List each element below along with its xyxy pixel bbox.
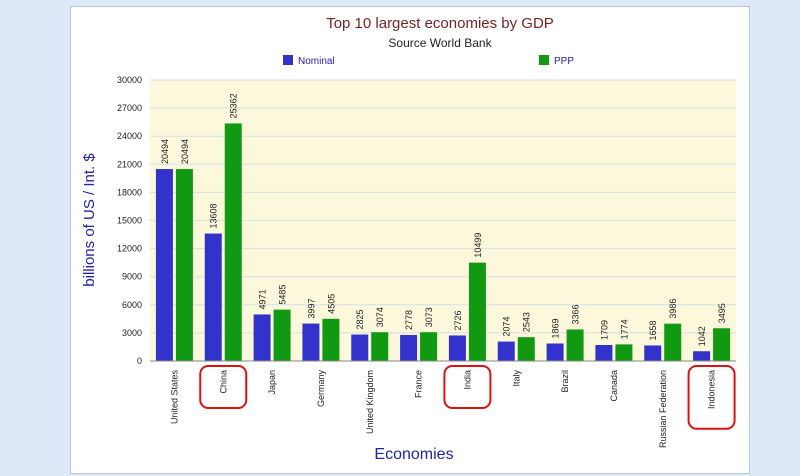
bar-ppp-germany [322, 318, 340, 361]
legend: Nominal PPP [283, 55, 574, 67]
x-tick-label: United States [169, 370, 179, 425]
bar-nominal-india [448, 335, 466, 361]
bar-ppp-italy [517, 337, 535, 361]
x-tick-label: Japan [267, 370, 277, 395]
y-tick-label: 27000 [117, 103, 142, 113]
data-label: 5485 [278, 285, 288, 305]
highlight-box-indonesia [687, 365, 736, 430]
data-label: 1774 [619, 319, 629, 339]
highlight-boxes [199, 365, 736, 430]
x-tick-label: Indonesia [707, 370, 717, 409]
y-tick-label: 21000 [117, 159, 142, 169]
chart-subtitle: Source World Bank [388, 36, 492, 50]
data-label: 3366 [571, 304, 581, 324]
data-label: 1709 [599, 320, 609, 340]
bar-nominal-japan [253, 314, 271, 361]
bar-ppp-russian-federation [664, 323, 682, 361]
chart-title: Top 10 largest economies by GDP [326, 15, 554, 32]
y-tick-label: 12000 [117, 244, 142, 254]
data-label: 1869 [551, 318, 561, 338]
data-label: 1042 [697, 326, 707, 346]
legend-swatch-ppp [539, 55, 549, 65]
bar-nominal-italy [497, 341, 515, 361]
bar-ppp-india [468, 262, 486, 361]
y-axis-ticks: 0 3000 6000 9000 12000 15000 18000 21000 24000 27… [117, 75, 142, 366]
data-label: 3074 [375, 307, 385, 327]
y-tick-label: 30000 [117, 75, 142, 85]
bar-ppp-united-kingdom [371, 332, 389, 361]
data-label: 2778 [404, 310, 414, 330]
data-label: 1658 [648, 320, 658, 340]
data-label: 4971 [258, 289, 268, 309]
legend-label-ppp: PPP [554, 56, 574, 67]
x-tick-label: United Kingdom [365, 370, 375, 434]
data-label: 13608 [209, 204, 219, 229]
bar-nominal-russian-federation [644, 345, 662, 361]
bar-nominal-brazil [546, 343, 564, 361]
y-tick-label: 15000 [117, 216, 142, 226]
x-tick-label: France [414, 370, 424, 398]
y-axis-title: billions of US / Int. $ [81, 153, 98, 287]
data-label: 20494 [160, 139, 170, 164]
data-label: 2543 [522, 312, 532, 332]
x-tick-label: China [218, 370, 228, 394]
data-label: 25362 [229, 93, 239, 118]
x-tick-label: India [462, 370, 472, 390]
bar-ppp-japan [273, 309, 291, 361]
y-tick-label: 6000 [122, 300, 142, 310]
bar-nominal-france [400, 334, 418, 361]
x-tick-label: Canada [609, 370, 619, 402]
data-label: 3495 [717, 303, 727, 323]
bar-nominal-indonesia [693, 351, 711, 361]
bar-ppp-indonesia [713, 328, 731, 361]
bar-nominal-united-kingdom [351, 334, 369, 361]
gridlines [150, 79, 736, 334]
x-tick-label: Brazil [560, 370, 570, 393]
data-label: 4505 [326, 294, 336, 314]
bar-nominal-germany [302, 323, 320, 361]
bar-ppp-france [420, 332, 438, 361]
data-label: 3986 [668, 299, 678, 319]
x-axis-title: Economies [374, 446, 453, 463]
y-tick-label: 3000 [122, 328, 142, 338]
data-label: 2074 [502, 317, 512, 337]
legend-swatch-nominal [283, 55, 293, 65]
x-tick-label: Italy [511, 370, 521, 387]
bar-ppp-china [224, 123, 242, 361]
bar-nominal-canada [595, 344, 613, 361]
y-tick-label: 18000 [117, 187, 142, 197]
x-tick-label: Russian Federation [658, 370, 668, 448]
data-label: 3997 [306, 299, 316, 319]
data-label: 10499 [473, 233, 483, 258]
bar-nominal-united-states [155, 169, 173, 361]
data-label: 2726 [453, 310, 463, 330]
y-tick-label: 24000 [117, 131, 142, 141]
bar-ppp-brazil [566, 329, 584, 361]
bar-nominal-china [204, 233, 222, 361]
legend-label-nominal: Nominal [298, 56, 335, 67]
y-tick-label: 0 [137, 356, 142, 366]
x-axis-labels: United States China Japan Germany United Kin… [169, 370, 716, 449]
data-label: 2825 [355, 310, 365, 330]
data-label: 3073 [424, 307, 434, 327]
highlight-box-china [199, 365, 248, 409]
x-tick-label: Germany [316, 370, 326, 408]
y-tick-label: 9000 [122, 272, 142, 282]
bars: 20494 20494 13608 25362 4971 5485 3997 4505 2825… [155, 93, 731, 361]
bar-ppp-canada [615, 344, 633, 361]
highlight-box-india [443, 365, 492, 409]
bar-ppp-united-states [175, 169, 193, 361]
data-label: 20494 [180, 139, 190, 164]
